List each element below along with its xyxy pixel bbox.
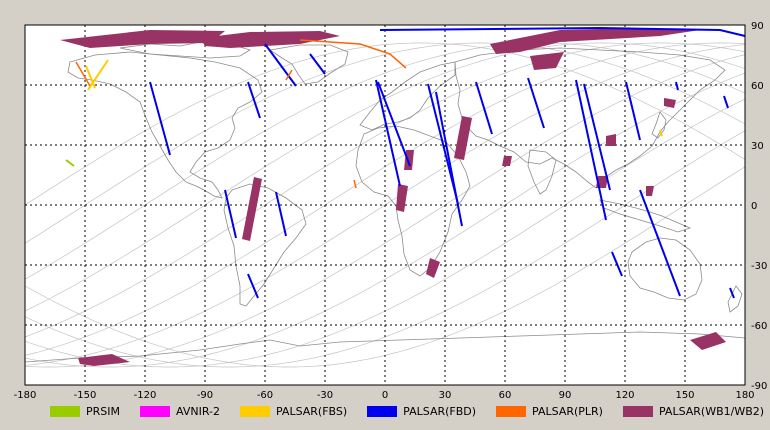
plr-track-3 [285,69,293,81]
india-outline [527,149,557,195]
wb-swath-siberia [530,52,564,70]
australia-outline [627,237,703,301]
lon-tick-label: -60 [257,390,273,401]
south-america-outline [223,183,307,307]
wb-swath-antarctic-1 [78,354,130,366]
lon-tick-label: 120 [615,390,634,401]
wb-swath-arabia [502,156,512,166]
wb-swath-arctic-2 [200,31,340,48]
legend-label: PALSAR(WB1/WB2) [658,404,765,418]
legend-label: AVNIR-2 [176,404,220,418]
wb-swath-japan [664,98,676,108]
legend-item: PALSAR(FBD) [367,405,476,418]
legend-label: PALSAR(PLR) [532,404,603,418]
fbd-track-11 [527,77,545,129]
lon-tick-label: 90 [559,390,572,401]
fbd-track-14 [625,81,641,141]
se-asia-islands-outline [599,199,692,233]
lon-tick-label: -30 [317,390,333,401]
wb-swath-antarctic-2 [690,332,726,350]
fbd-track-9 [435,91,463,227]
plr-track-4 [353,179,357,189]
fbd-track-3 [224,189,237,239]
lat-tick-label: -60 [751,321,767,332]
legend-label: PRSIM [86,404,120,418]
fbd-track-4 [275,191,287,237]
map-frame [24,24,746,386]
wb-swath-africa-3 [454,116,472,160]
legend-item: PALSAR(WB1/WB2) [622,404,765,418]
wb-swath-china [606,134,616,146]
fbd-track-5 [247,273,259,299]
lon-tick-label: -120 [134,390,157,401]
legend-item: PRSIM [50,405,120,418]
lat-tick-label: 60 [751,81,764,92]
lon-tick-label: 150 [675,390,694,401]
lat-tick-label: 30 [751,141,764,152]
fbd-track-19 [729,287,735,299]
lat-tick-label: -90 [751,381,767,392]
lon-tick-label: -180 [14,390,37,401]
lon-tick-label: 0 [382,390,388,401]
wb-swath-africa-2 [396,184,408,212]
arctic-islands-outline [119,41,251,59]
legend-swatch [367,405,398,417]
japan-outline [651,111,667,139]
fbd-track-22 [379,26,746,37]
fbd-track-18 [723,95,729,109]
wb-swath-s-africa [426,258,440,278]
coverage-swaths [60,26,746,366]
antarctica-outline [24,331,746,363]
fbd-track-1 [149,81,171,156]
fbd-track-10 [475,81,493,135]
fbd-track-6 [375,79,401,187]
wb-swath-philippines [646,186,654,196]
fbd-track-17 [675,81,679,91]
fbs-track-3 [659,129,663,137]
fbd-track-21 [309,53,326,75]
wb-swath-s-america [242,177,262,241]
fbd-track-7 [377,81,411,167]
fbd-track-12 [575,79,607,221]
lon-tick-label: -90 [197,390,213,401]
prsim-track-1 [65,159,75,167]
lat-tick-label: 90 [751,21,764,32]
plr-track-1 [299,39,407,69]
fbd-track-2 [247,81,261,119]
fbd-track-15 [639,189,681,297]
fbd-track-20 [264,43,297,87]
plr-track-2 [75,61,91,87]
lon-tick-label: 180 [735,390,754,401]
legend-swatch [239,405,270,417]
wb-swath-arctic-3 [490,28,700,54]
fbd-track-16 [611,251,623,277]
fbd-track-13 [583,83,611,191]
legend: PRSIM AVNIR-2 PALSAR(FBS) PALSAR(FBD) PALSAR… [50,401,770,421]
legend-swatch [50,405,80,417]
fbs-track-1 [85,65,96,89]
lon-tick-label: 30 [439,390,452,401]
lon-tick-label: -150 [74,390,97,401]
lat-tick-label: -30 [751,261,767,272]
legend-item: PALSAR(FBS) [239,404,348,418]
land-outlines [24,41,746,363]
lon-tick-label: 60 [499,390,512,401]
wb-swath-arctic-1 [60,30,225,48]
legend-label: PALSAR(FBD) [403,404,477,418]
north-america-outline [67,51,263,199]
new-zealand-outline [727,285,743,313]
legend-swatch [622,405,653,417]
asia-outline [454,47,726,189]
fbs-track-2 [87,59,109,91]
legend-item: PALSAR(PLR) [496,405,603,418]
legend-label: PALSAR(FBS) [275,404,348,418]
lat-tick-label: 0 [751,201,757,212]
axis-ticks: -180 -150 -120 -90 -60 -30 0 30 60 90 120 150 180 90 6… [14,21,768,401]
legend-item: AVNIR-2 [140,405,220,418]
legend-swatch [140,405,170,417]
legend-swatch [496,405,527,417]
